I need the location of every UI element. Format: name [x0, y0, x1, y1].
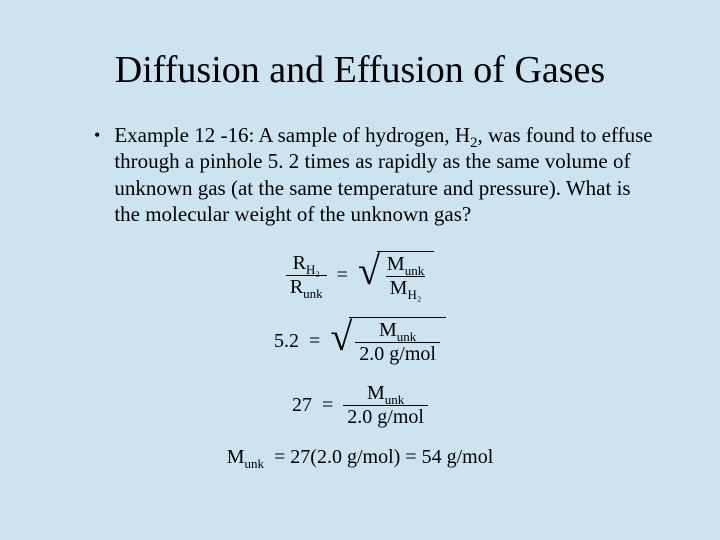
- eq3-rhs-num-sym: M: [367, 382, 385, 404]
- eq1-rhs-den-sub: H₂: [407, 287, 421, 302]
- eq1-rhs-num-sym: M: [387, 253, 405, 275]
- eq1-lhs-fraction: RH₂ Runk: [286, 253, 327, 298]
- slide-title: Diffusion and Effusion of Gases: [60, 48, 660, 92]
- equation-4: Munk = 27(2.0 g/mol) = 54 g/mol: [227, 446, 494, 469]
- eq4-rhs: = 27(2.0 g/mol) = 54 g/mol: [274, 446, 493, 469]
- eq3-rhs-den: 2.0 g/mol: [343, 405, 428, 428]
- eq4-lhs-sym: M: [227, 446, 245, 468]
- radical-icon: √: [330, 319, 352, 367]
- bullet-text-part1: Example 12 -16: A sample of hydrogen, H: [114, 123, 470, 147]
- eq2-equal-sign: =: [309, 330, 320, 353]
- eq3-lhs: 27: [292, 394, 312, 417]
- bullet-item: • Example 12 -16: A sample of hydrogen, …: [60, 122, 660, 227]
- equation-1: RH₂ Runk = √ Munk MH₂: [286, 251, 434, 299]
- eq3-rhs-fraction: Munk 2.0 g/mol: [343, 383, 428, 428]
- eq3-equal-sign: =: [322, 394, 333, 417]
- equation-2: 5.2 = √ Munk 2.0 g/mol: [274, 317, 446, 365]
- eq4-lhs-sub: unk: [245, 456, 265, 471]
- eq1-lhs-den-sym: R: [290, 276, 303, 298]
- equation-3: 27 = Munk 2.0 g/mol: [292, 383, 428, 428]
- bullet-text: Example 12 -16: A sample of hydrogen, H2…: [114, 122, 660, 227]
- eq2-rhs-fraction: Munk 2.0 g/mol: [355, 320, 440, 365]
- eq4-lhs: Munk: [227, 446, 264, 469]
- eq1-rhs-fraction: Munk MH₂: [383, 254, 428, 299]
- eq1-equal-sign: =: [337, 264, 348, 287]
- equations-block: RH₂ Runk = √ Munk MH₂ 5.2 = √: [60, 251, 660, 469]
- eq2-rhs-den: 2.0 g/mol: [355, 342, 440, 365]
- bullet-dot: •: [94, 124, 100, 147]
- eq2-rhs-num-sym: M: [379, 319, 397, 341]
- eq2-sqrt: √ Munk 2.0 g/mol: [330, 317, 446, 365]
- eq2-lhs: 5.2: [274, 330, 299, 353]
- eq1-lhs-num-sym: R: [293, 252, 306, 274]
- slide-container: Diffusion and Effusion of Gases • Exampl…: [0, 0, 720, 489]
- eq1-rhs-den-sym: M: [390, 277, 408, 299]
- eq1-sqrt: √ Munk MH₂: [358, 251, 434, 299]
- radical-icon: √: [358, 253, 380, 301]
- eq1-lhs-den-sub: unk: [303, 286, 323, 301]
